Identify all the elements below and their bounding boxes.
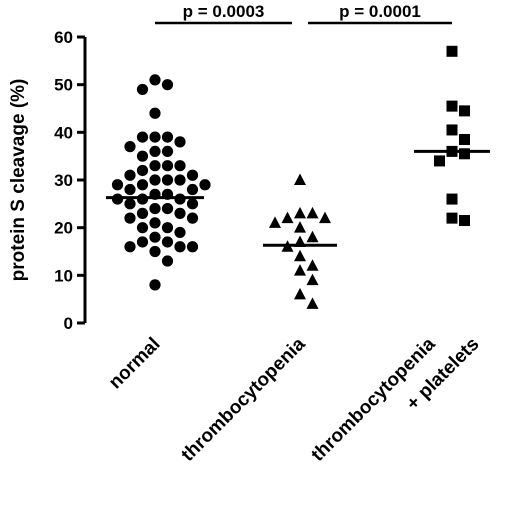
data-point-circle bbox=[161, 160, 174, 172]
data-point-circle bbox=[149, 145, 161, 157]
y-tick-label: 30 bbox=[54, 171, 73, 190]
p-value-label: p = 0.0001 bbox=[339, 2, 421, 21]
data-point-circle bbox=[124, 212, 136, 224]
y-axis: 0 10 20 30 40 50 60 bbox=[54, 28, 87, 333]
category-label: thrombocytopenia bbox=[177, 333, 309, 465]
data-point-triangle bbox=[281, 211, 294, 224]
data-point-circle bbox=[149, 160, 161, 172]
data-point-square bbox=[446, 212, 458, 224]
data-point-triangle bbox=[294, 206, 306, 219]
y-tick-label: 60 bbox=[54, 28, 73, 47]
data-point-triangle bbox=[294, 264, 306, 276]
data-point-square bbox=[459, 215, 470, 227]
data-point-circle bbox=[124, 183, 136, 196]
data-point-circle bbox=[149, 231, 161, 243]
data-point-square bbox=[446, 193, 458, 205]
data-point-triangle bbox=[294, 221, 306, 233]
data-point-triangle bbox=[294, 173, 306, 185]
y-tick-label: 0 bbox=[64, 314, 73, 333]
data-point-circle bbox=[174, 136, 186, 148]
data-point-circle bbox=[161, 145, 174, 157]
data-point-triangle bbox=[306, 230, 319, 243]
y-tick-label: 10 bbox=[54, 266, 73, 285]
data-point-square bbox=[446, 100, 458, 112]
y-tick-label: 50 bbox=[54, 76, 73, 95]
data-point-circle bbox=[124, 141, 136, 153]
data-point-circle bbox=[136, 83, 149, 96]
data-point-circle bbox=[149, 245, 161, 258]
data-point-circle bbox=[186, 169, 199, 181]
data-point-circle bbox=[149, 107, 161, 119]
data-point-triangle bbox=[306, 259, 319, 271]
data-point-circle bbox=[186, 241, 199, 253]
p-value-label: p = 0.0003 bbox=[183, 2, 265, 21]
data-point-circle bbox=[149, 217, 161, 229]
data-point-circle bbox=[161, 222, 174, 234]
data-point-circle bbox=[136, 222, 149, 234]
data-point-circle bbox=[136, 179, 149, 191]
data-point-circle bbox=[186, 183, 199, 196]
data-point-triangle bbox=[269, 216, 281, 228]
data-point-circle bbox=[199, 179, 211, 191]
data-point-triangle bbox=[294, 287, 306, 300]
data-point-circle bbox=[161, 203, 174, 215]
data-point-circle bbox=[186, 212, 199, 224]
data-point-triangle bbox=[306, 297, 319, 309]
data-point-circle bbox=[136, 131, 149, 143]
data-point-circle bbox=[174, 226, 186, 239]
data-point-circle bbox=[161, 131, 174, 143]
data-point-square bbox=[446, 124, 458, 136]
data-point-circle bbox=[149, 203, 161, 215]
data-point-circle bbox=[149, 279, 161, 291]
y-tick-label: 40 bbox=[54, 123, 73, 142]
x-axis-labels: normal thrombocytopeniathrombocytopenia+ … bbox=[105, 333, 484, 465]
data-point-circle bbox=[174, 241, 186, 253]
data-point-square bbox=[434, 155, 445, 167]
data-point-square bbox=[459, 133, 470, 145]
data-point-circle bbox=[174, 160, 186, 172]
data-point-square bbox=[459, 148, 470, 160]
data-point-circle bbox=[149, 174, 161, 186]
comparison-brackets: p = 0.0003 p = 0.0001 bbox=[155, 2, 452, 25]
data-point-circle bbox=[136, 164, 149, 177]
median-lines bbox=[106, 149, 490, 247]
data-point-circle bbox=[136, 150, 149, 162]
data-point-square bbox=[459, 105, 470, 117]
category-label: normal bbox=[105, 334, 165, 394]
data-point-circle bbox=[111, 179, 124, 191]
data-point-circle bbox=[161, 255, 174, 267]
data-point-triangle bbox=[319, 211, 331, 224]
data-point-circle bbox=[149, 131, 161, 143]
data-point-triangle bbox=[294, 249, 306, 262]
data-point-circle bbox=[174, 174, 186, 186]
data-point-circle bbox=[161, 174, 174, 186]
data-point-circle bbox=[124, 241, 136, 253]
data-point-circle bbox=[124, 198, 136, 210]
data-point-circle bbox=[124, 169, 136, 181]
y-axis-label: protein S cleavage (%) bbox=[8, 79, 29, 282]
data-point-circle bbox=[186, 198, 199, 210]
data-point-circle bbox=[136, 207, 149, 219]
data-point-circle bbox=[161, 236, 174, 248]
data-point-circle bbox=[149, 74, 161, 86]
data-point-triangle bbox=[306, 206, 319, 219]
data-point-triangle bbox=[306, 273, 319, 286]
data-point-square bbox=[446, 45, 458, 57]
y-tick-label: 20 bbox=[54, 219, 73, 238]
data-point-circle bbox=[161, 79, 174, 91]
data-points bbox=[111, 45, 470, 309]
data-point-circle bbox=[174, 207, 186, 219]
data-point-circle bbox=[136, 236, 149, 248]
